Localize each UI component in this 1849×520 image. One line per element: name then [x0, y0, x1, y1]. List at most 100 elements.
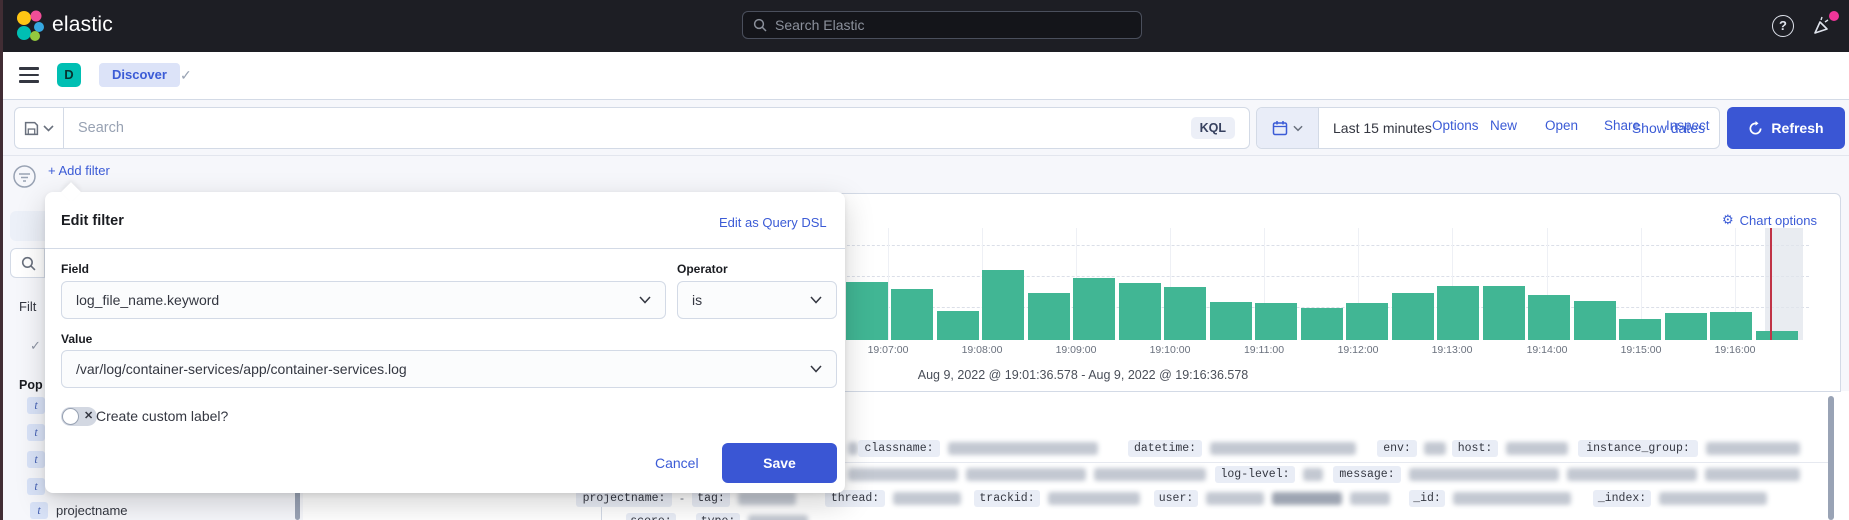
operator-select[interactable]: is: [677, 281, 837, 319]
chart-options-link[interactable]: ⚙ Chart options: [1722, 212, 1817, 228]
doc-field-chip: log-level:: [1215, 466, 1295, 483]
histogram-bar: [891, 289, 933, 340]
sidebar-item-projectname[interactable]: projectname: [56, 503, 128, 518]
show-dates-link[interactable]: Show dates: [1631, 120, 1705, 136]
histogram-bar: [982, 270, 1024, 340]
global-search-input[interactable]: Search Elastic: [742, 11, 1142, 39]
histogram-bar: [1665, 313, 1707, 340]
doc-field-chip: datetime:: [1128, 440, 1202, 457]
field-type-badge: t: [27, 451, 45, 468]
menu-icon[interactable]: [19, 67, 39, 83]
gridline: [1735, 228, 1736, 340]
doc-value-redacted: [748, 515, 808, 520]
doc-value-redacted: [1706, 442, 1800, 455]
time-range-value[interactable]: Last 15 minutes: [1333, 120, 1432, 136]
doc-field-chip: classname:: [858, 440, 940, 457]
share-link[interactable]: Share: [1604, 118, 1641, 133]
options-link[interactable]: Options: [1432, 118, 1479, 133]
doc-value-redacted: [848, 468, 958, 481]
x-axis-tick-label: 19:09:00: [1055, 344, 1097, 356]
histogram-bar: [1210, 302, 1252, 340]
query-search-input[interactable]: Search KQL: [64, 107, 1250, 149]
document-row[interactable]: log-level: message:: [0, 466, 1849, 484]
divider: [0, 155, 1849, 156]
histogram-chart[interactable]: 19:07:00 19:08:00 19:09:00 19:10:00 19:11:00…: [731, 194, 1840, 391]
gridline: [888, 228, 889, 340]
histogram-bar: [1756, 331, 1798, 340]
field-select[interactable]: log_file_name.keyword: [61, 281, 666, 319]
search-icon: [753, 18, 767, 32]
breadcrumb[interactable]: Discover: [99, 63, 180, 87]
histogram-bar: [1301, 308, 1343, 340]
sidebar-filter-by-type-label[interactable]: Filt: [19, 299, 37, 314]
global-search-placeholder: Search Elastic: [775, 17, 865, 33]
date-quick-menu-button[interactable]: [1257, 108, 1319, 148]
top-navbar: elastic Search Elastic ?: [0, 0, 1849, 52]
doc-field-chip: host:: [1452, 440, 1498, 457]
x-axis-tick-label: 19:08:00: [961, 344, 1003, 356]
data-view-picker[interactable]: [10, 211, 45, 241]
doc-value-redacted: [1659, 492, 1767, 505]
popup-save-button[interactable]: Save: [722, 443, 837, 483]
query-language-button[interactable]: KQL: [1190, 117, 1235, 139]
value-select[interactable]: /var/log/container-services/app/containe…: [61, 350, 837, 388]
filter-menu-icon[interactable]: [13, 165, 36, 188]
help-icon[interactable]: ?: [1772, 15, 1794, 37]
documents-scrollbar[interactable]: [1828, 396, 1834, 520]
cancel-button[interactable]: Cancel: [655, 455, 699, 471]
check-icon: ✓: [30, 338, 41, 353]
close-icon: ✕: [84, 410, 94, 422]
edit-filter-popover: Edit filter Edit as Query DSL Field Oper…: [45, 192, 845, 493]
date-picker: Last 15 minutes Show dates: [1256, 107, 1720, 149]
news-feed-icon[interactable]: [1812, 16, 1834, 38]
add-filter-link[interactable]: + Add filter: [48, 163, 110, 178]
x-axis-tick-label: 19:16:00: [1714, 344, 1756, 356]
x-axis-tick-label: 19:14:00: [1526, 344, 1568, 356]
open-link[interactable]: Open: [1545, 118, 1579, 133]
doc-value-redacted: [1424, 442, 1446, 455]
histogram-bar: [1073, 278, 1115, 340]
doc-field-chip: tag:: [692, 490, 730, 507]
doc-value-redacted: [738, 492, 796, 505]
sidebar-field-search-input[interactable]: [10, 248, 45, 278]
field-type-badge: t: [30, 502, 48, 519]
current-time-marker: [1770, 228, 1772, 340]
document-row[interactable]: classname: datetime: env: host: instance_gro…: [0, 440, 1849, 458]
doc-field-chip: score:: [626, 513, 676, 520]
histogram-bar: [1483, 286, 1525, 340]
document-row[interactable]: score: - type:: [0, 513, 1849, 520]
doc-field-chip: type:: [696, 513, 740, 520]
doc-field-chip: _id:: [1409, 490, 1445, 507]
edit-as-query-dsl-link[interactable]: Edit as Query DSL: [719, 215, 827, 230]
inspect-link[interactable]: Inspect: [1666, 118, 1710, 133]
custom-label-toggle[interactable]: ✕: [61, 407, 97, 426]
operator-label: Operator: [677, 262, 728, 276]
gridline: [1452, 228, 1453, 340]
gridline: [1170, 228, 1171, 340]
window-edge: [0, 0, 3, 520]
doc-value-redacted: [1048, 492, 1140, 505]
space-badge[interactable]: D: [57, 63, 81, 87]
search-icon: [21, 256, 36, 271]
gridline: [1264, 228, 1265, 340]
new-link[interactable]: New: [1490, 118, 1518, 133]
refresh-button[interactable]: Refresh: [1727, 107, 1845, 149]
doc-dash: -: [684, 513, 688, 520]
sidebar-scrollbar[interactable]: [295, 490, 300, 520]
doc-field-chip: message:: [1333, 466, 1401, 483]
gridline: [1358, 228, 1359, 340]
divider: [45, 248, 845, 249]
doc-value-redacted: [1094, 468, 1206, 481]
document-row[interactable]: projectname: - tag: thread: trackid: user: _id…: [0, 490, 1849, 508]
doc-value-redacted: [1206, 492, 1264, 505]
elastic-logo-icon[interactable]: [14, 9, 46, 43]
x-axis-tick-label: 19:07:00: [867, 344, 909, 356]
x-axis-tick-label: 19:10:00: [1149, 344, 1191, 356]
operator-select-value: is: [692, 292, 703, 308]
saved-query-menu-button[interactable]: [14, 107, 64, 149]
refresh-button-label: Refresh: [1771, 120, 1824, 136]
sidebar-popular-fields-label: Pop: [19, 378, 43, 392]
value-label: Value: [61, 332, 93, 346]
calendar-icon: [1272, 121, 1288, 136]
x-axis-tick-label: 19:15:00: [1620, 344, 1662, 356]
